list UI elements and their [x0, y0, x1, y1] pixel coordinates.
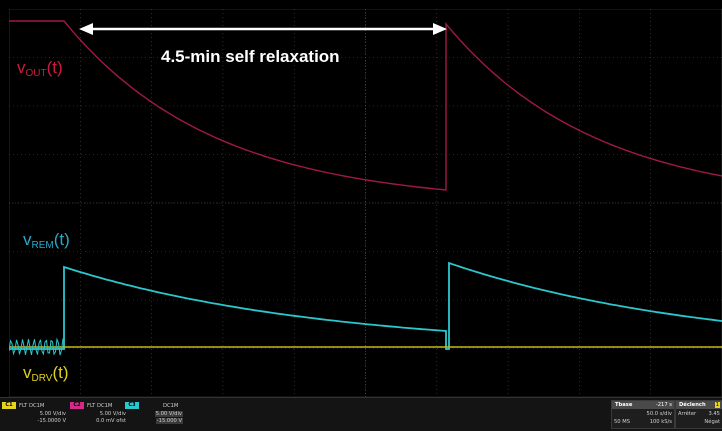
channel-c3-box[interactable]: C3 DC1M 5.00 V/div -15.000 V [125, 402, 185, 428]
vout-label-sub: OUT [25, 68, 47, 79]
vout-label-base: v [17, 58, 26, 77]
relaxation-annotation-text: 4.5-min self relaxation [161, 47, 340, 66]
vdrv-label-base: v [23, 363, 32, 382]
relaxation-arrow-right-head [433, 23, 447, 35]
timebase-rate: 100 kS/s [649, 419, 672, 425]
vrem-label-sub: REM [31, 240, 54, 251]
channel-c1-box[interactable]: C1 FLT DC1M 5.00 V/div -15.0000 V [2, 402, 68, 428]
trigger-title: Déclench [676, 401, 722, 409]
channel-c2-offset: 0.0 mV ofst [96, 418, 126, 424]
channel-c3-offset: -15.000 V [155, 418, 183, 424]
trigger-level: 3.45 [708, 411, 720, 417]
noise-burst [9, 337, 64, 356]
vdrv-label-tail: (t) [52, 363, 69, 382]
status-bar: C1 FLT DC1M 5.00 V/div -15.0000 V C2 FLT… [0, 397, 722, 431]
channel-c2-scale: 5.00 V/div [99, 411, 126, 417]
vout-label: vOUT(t) [17, 59, 63, 79]
channel-c1-offset: -15.0000 V [37, 418, 66, 424]
channel-c1-tag: C1 [2, 402, 16, 409]
channel-c3-scale: 5.00 V/div [154, 411, 183, 417]
vrem-trace [9, 261, 722, 350]
channel-c1-header: FLT DC1M [19, 403, 45, 409]
trigger-panel[interactable]: Déclench 1 Arrêter 3.45 Négat [675, 400, 722, 429]
trigger-slope: Négat [704, 419, 720, 425]
channel-c3-tag: C3 [125, 402, 139, 409]
vdrv-label-sub: DRV [31, 373, 53, 384]
vout-trace [9, 20, 722, 191]
timebase-samples: 50 MS [614, 419, 631, 425]
waveform-area: vOUT(t) vREM(t) vDRV(t) 4.5-min self rel… [9, 9, 722, 397]
vrem-label-tail: (t) [53, 230, 70, 249]
vout-label-tail: (t) [46, 58, 63, 77]
channel-c3-header: DC1M [163, 403, 179, 409]
timebase-div: 50.0 s/div [646, 411, 672, 417]
timebase-delay: -217 s [655, 402, 672, 408]
vdrv-label: vDRV(t) [23, 364, 68, 384]
timebase-title: Tbase [612, 401, 674, 409]
channel-c2-header: FLT DC1M [87, 403, 113, 409]
channel-c2-tag: C2 [70, 402, 84, 409]
timebase-panel[interactable]: Tbase -217 s 50.0 s/div 50 MS 100 kS/s [611, 400, 675, 429]
vrem-label: vREM(t) [23, 231, 70, 251]
trigger-mode: Arrêter [678, 411, 697, 417]
relaxation-arrow-left-head [79, 23, 93, 35]
channel-c2-box[interactable]: C2 FLT DC1M 5.00 V/div 0.0 mV ofst [70, 402, 128, 428]
vrem-label-base: v [23, 230, 32, 249]
waveform-svg [9, 9, 722, 397]
channel-c1-scale: 5.00 V/div [39, 411, 66, 417]
trigger-tag: 1 [714, 402, 720, 408]
